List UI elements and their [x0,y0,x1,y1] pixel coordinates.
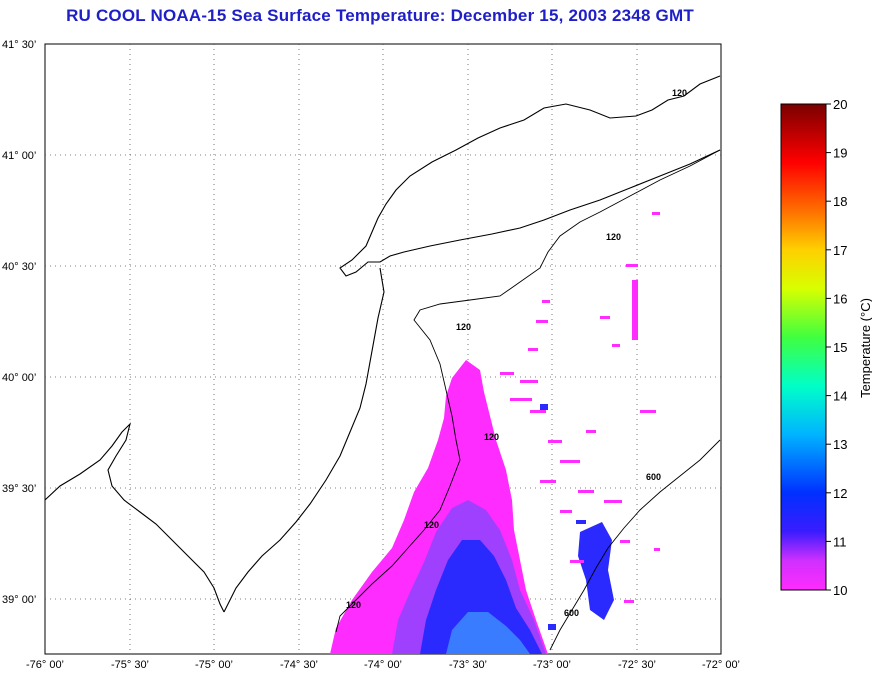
lat-label-41-30: 41° 30’ [2,39,36,51]
coastline [45,75,721,651]
lat-label-41-00: 41° 00’ [2,150,36,162]
colorbar-ticks: 20 19 18 17 16 15 14 13 12 11 10 [826,97,847,598]
sst-patch-blue [420,540,542,654]
lat-label-40-00: 40° 00’ [2,372,36,384]
colorbar-tick-label: 18 [833,194,847,209]
bathymetry-contour-120 [335,149,721,633]
contour-label-120-hudson: 120 [456,322,471,332]
colorbar-gradient [780,103,827,591]
colorbar-tick-label: 20 [833,97,847,112]
lon-label-72-00: -72° 00’ [702,659,740,671]
contour-label-120-s: 120 [424,520,439,530]
contour-label-120-mid: 120 [484,432,499,442]
lon-label-74-00: -74° 00’ [364,659,402,671]
new-jersey-coast [223,267,385,613]
sst-scattered-pixels [500,212,660,603]
lat-lon-grid [45,44,721,654]
lon-label-75-30: -75° 30’ [111,659,149,671]
colorbar-tick-label: 13 [833,437,847,452]
lat-label-40-30: 40° 30’ [2,261,36,273]
lon-label-73-30: -73° 30’ [449,659,487,671]
sst-patch-lightblue [446,612,530,654]
colorbar-tick-label: 12 [833,486,847,501]
colorbar-tick-label: 14 [833,389,847,404]
colorbar-tick-label: 16 [833,291,847,306]
sst-patch-offshore-blue [578,522,614,620]
colorbar-tick-label: 17 [833,243,847,258]
colorbar-tick-label: 11 [833,534,847,549]
colorbar-label: Temperature (°C) [858,298,872,398]
lon-label-75-00: -75° 00’ [195,659,233,671]
contour-labels: 120 120 120 120 120 120 600 600 [346,88,687,618]
colorbar-tick-label: 15 [833,340,847,355]
map-title: RU COOL NOAA-15 Sea Surface Temperature:… [66,6,694,25]
contour-label-120-e: 120 [606,232,621,242]
lon-labels: -76° 00’ -75° 30’ -75° 00’ -74° 30’ -74°… [26,659,740,671]
delaware-bay-coast [45,422,225,613]
contour-label-600-e: 600 [646,472,661,482]
lon-label-73-00: -73° 00’ [533,659,571,671]
lat-label-39-30: 39° 30’ [2,483,36,495]
lat-labels: 41° 30’ 41° 00’ 40° 30’ 40° 00’ 39° 30’ … [2,39,36,606]
lon-label-72-30: -72° 30’ [618,659,656,671]
lon-label-74-30: -74° 30’ [280,659,318,671]
colorbar: 20 19 18 17 16 15 14 13 12 11 10 Temperature (°C) [780,97,872,598]
colorbar-tick-label: 19 [833,146,847,161]
lat-label-39-00: 39° 00’ [2,594,36,606]
long-island-coast [339,75,721,277]
contour-label-120-ne: 120 [672,88,687,98]
sst-field [330,212,660,654]
colorbar-tick-label: 10 [833,583,847,598]
bathymetry-contour-600 [549,439,721,651]
sst-scattered-blue-pixels [540,404,604,630]
lon-label-76-00: -76° 00’ [26,659,64,671]
contour-label-120-sw: 120 [346,600,361,610]
contour-label-600-s: 600 [564,608,579,618]
